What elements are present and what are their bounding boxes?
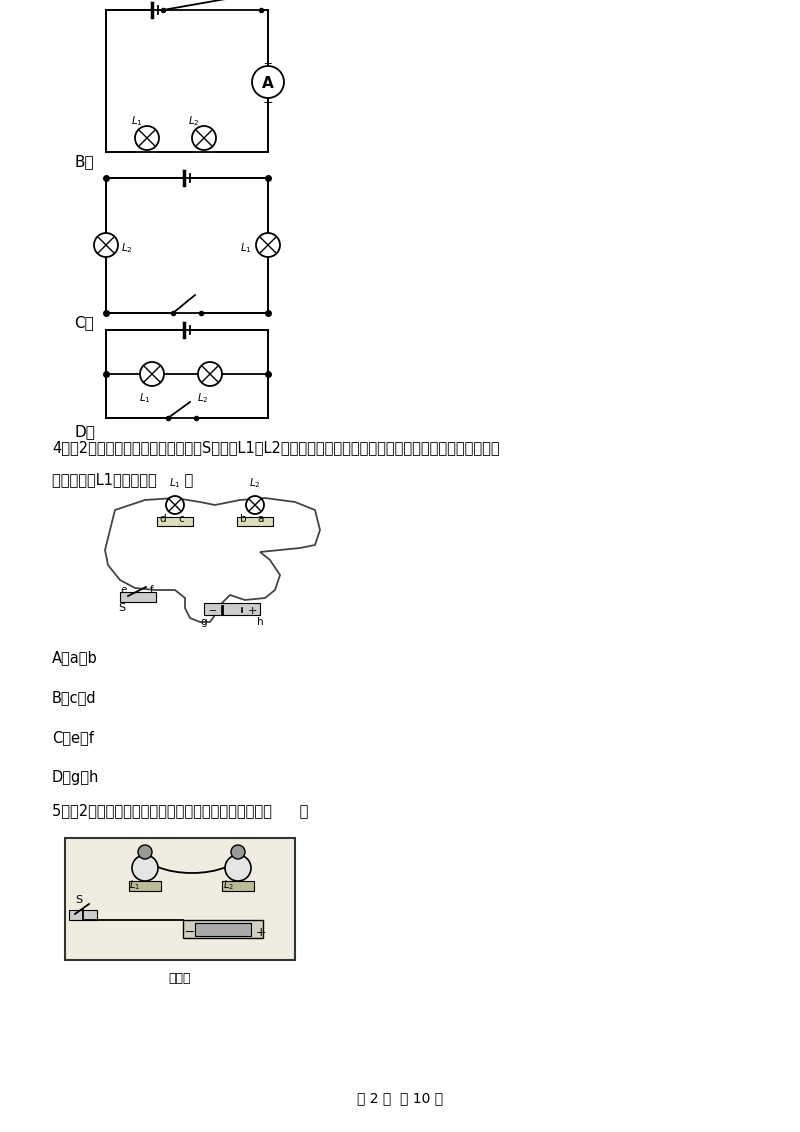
Text: ─: ─	[209, 606, 215, 616]
Bar	[120, 592, 156, 602]
Text: 实物图: 实物图	[169, 972, 191, 985]
Text: $L_1$: $L_1$	[131, 114, 143, 128]
Circle shape	[192, 126, 216, 151]
Text: 5．（2分）如图所示，下列电路图与实物图一致的是（      ）: 5．（2分）如图所示，下列电路图与实物图一致的是（ ）	[52, 803, 308, 818]
Circle shape	[198, 362, 222, 386]
Circle shape	[252, 66, 284, 98]
Text: d: d	[160, 514, 166, 524]
Text: B．c和d: B．c和d	[52, 691, 97, 705]
Bar	[222, 881, 254, 891]
Text: +: +	[247, 606, 257, 616]
Bar	[129, 881, 161, 891]
Text: $L_2$: $L_2$	[121, 241, 133, 255]
Bar	[204, 603, 260, 615]
Text: A．a和b: A．a和b	[52, 650, 98, 664]
Text: $L_1$: $L_1$	[130, 878, 141, 892]
Text: D．g和h: D．g和h	[52, 770, 99, 784]
Text: g: g	[201, 617, 207, 627]
Circle shape	[94, 233, 118, 257]
Text: $L_1$: $L_1$	[169, 477, 181, 490]
Circle shape	[225, 855, 251, 881]
Text: e: e	[121, 585, 127, 595]
Text: $L_2$: $L_2$	[249, 477, 261, 490]
Text: ─: ─	[186, 926, 193, 938]
Text: B．: B．	[74, 154, 94, 169]
Circle shape	[138, 844, 152, 859]
Circle shape	[256, 233, 280, 257]
Circle shape	[166, 496, 184, 514]
Bar	[183, 920, 263, 938]
Text: +: +	[256, 926, 266, 938]
Circle shape	[231, 844, 245, 859]
Text: D．: D．	[74, 424, 95, 439]
Text: $L_2$: $L_2$	[188, 114, 200, 128]
Text: ─: ─	[265, 58, 271, 68]
Circle shape	[132, 855, 158, 881]
Text: a: a	[258, 514, 264, 524]
Text: +: +	[262, 95, 274, 109]
Bar	[69, 910, 97, 920]
Text: C．: C．	[74, 315, 94, 331]
Text: c: c	[178, 514, 184, 524]
Text: S: S	[118, 603, 126, 614]
Bar	[195, 923, 251, 936]
Text: A: A	[262, 76, 274, 91]
Circle shape	[140, 362, 164, 386]
Text: 第 2 页  共 10 页: 第 2 页 共 10 页	[357, 1091, 443, 1105]
Text: $L_2$: $L_2$	[197, 391, 209, 405]
Circle shape	[246, 496, 264, 514]
Circle shape	[135, 126, 159, 151]
Bar	[157, 517, 193, 526]
Text: 4．（2分）如图所示电路，闭合开关S，灯泡L1、L2都发光．现将一根导线接在该电路中的某两个接线柱上，: 4．（2分）如图所示电路，闭合开关S，灯泡L1、L2都发光．现将一根导线接在该电…	[52, 440, 500, 455]
Text: b: b	[240, 514, 246, 524]
Text: 只导致灯泡L1熄灭的是（      ）: 只导致灯泡L1熄灭的是（ ）	[52, 472, 194, 487]
Bar	[65, 838, 295, 960]
Text: C．e和f: C．e和f	[52, 730, 94, 745]
Text: h: h	[257, 617, 263, 627]
Bar	[237, 517, 273, 526]
Text: f: f	[150, 585, 154, 595]
Text: $L_1$: $L_1$	[240, 241, 252, 255]
Text: $L_1$: $L_1$	[139, 391, 151, 405]
Text: S: S	[75, 895, 82, 904]
Text: $L_2$: $L_2$	[222, 878, 234, 892]
